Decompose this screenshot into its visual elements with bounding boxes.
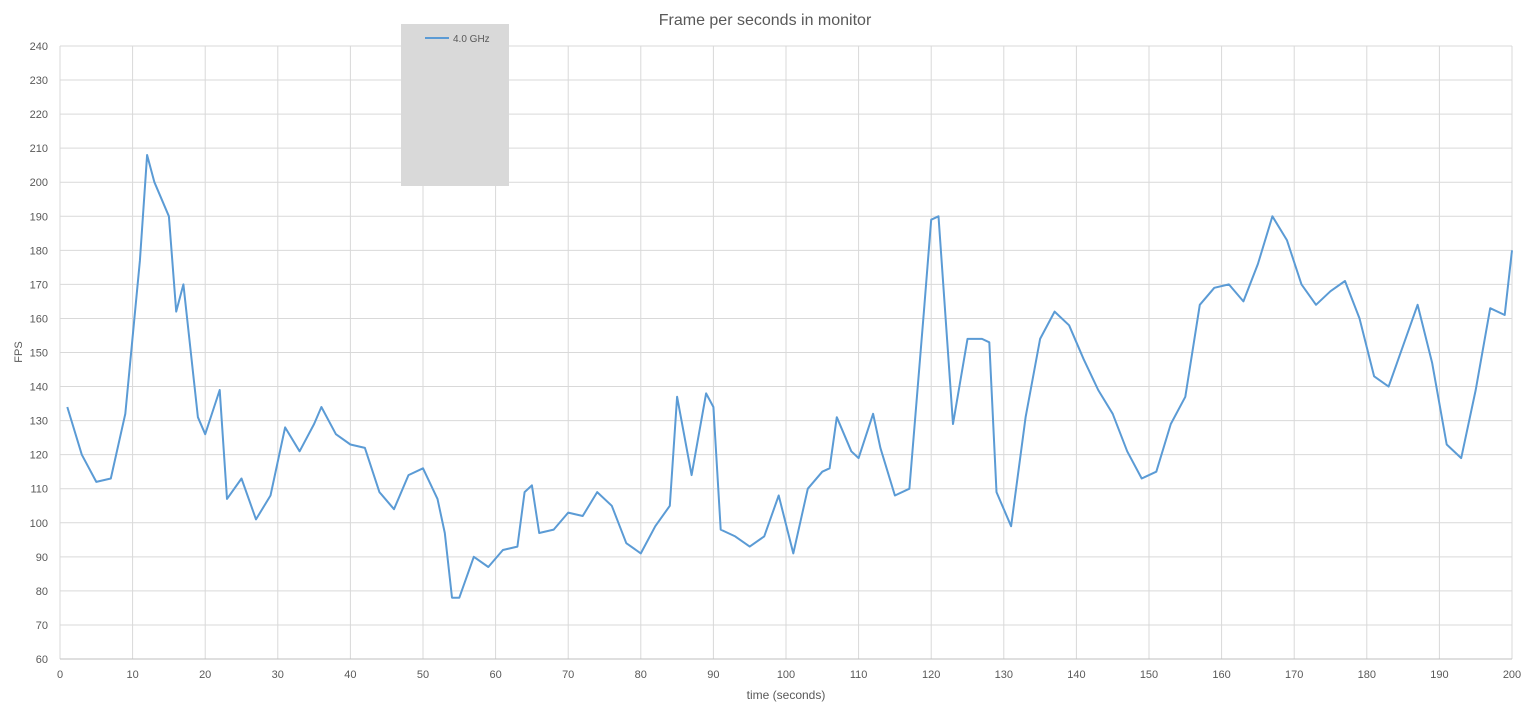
x-axis-title: time (seconds) xyxy=(747,688,826,702)
x-tick-label: 110 xyxy=(850,669,868,681)
y-tick-label: 190 xyxy=(30,211,48,223)
x-tick-label: 90 xyxy=(707,669,719,681)
x-tick-label: 150 xyxy=(1140,669,1158,681)
x-tick-label: 190 xyxy=(1430,669,1448,681)
x-tick-label: 20 xyxy=(199,669,211,681)
y-tick-label: 240 xyxy=(30,41,48,53)
y-tick-label: 230 xyxy=(30,75,48,87)
legend-label: 4.0 GHz xyxy=(453,34,490,45)
y-tick-label: 160 xyxy=(30,313,48,325)
x-tick-label: 30 xyxy=(272,669,284,681)
y-tick-label: 200 xyxy=(30,177,48,189)
series-line-4-0-ghz xyxy=(66,154,1513,599)
y-tick-label: 140 xyxy=(30,382,48,394)
y-tick-label: 80 xyxy=(36,586,48,598)
x-tick-label: 0 xyxy=(57,669,63,681)
y-tick-label: 110 xyxy=(30,484,48,496)
x-tick-label: 50 xyxy=(417,669,429,681)
x-tick-label: 80 xyxy=(635,669,647,681)
axes: 6070809010011012013014015016017018019020… xyxy=(30,41,1522,681)
y-tick-label: 180 xyxy=(30,245,48,257)
x-tick-label: 10 xyxy=(126,669,138,681)
x-tick-label: 70 xyxy=(562,669,574,681)
x-tick-label: 140 xyxy=(1067,669,1085,681)
y-tick-label: 90 xyxy=(36,552,48,564)
x-tick-label: 160 xyxy=(1212,669,1230,681)
legend: 4.0 GHz xyxy=(401,24,509,186)
x-tick-label: 200 xyxy=(1503,669,1521,681)
y-tick-label: 210 xyxy=(30,143,48,155)
legend-box xyxy=(401,24,509,186)
y-tick-label: 120 xyxy=(30,450,48,462)
chart-title: Frame per seconds in monitor xyxy=(659,12,872,29)
y-axis-title: FPS xyxy=(13,341,25,362)
y-tick-label: 100 xyxy=(30,518,48,530)
x-tick-label: 180 xyxy=(1358,669,1376,681)
y-tick-label: 130 xyxy=(30,416,48,428)
y-tick-label: 150 xyxy=(30,348,48,360)
x-tick-label: 120 xyxy=(922,669,940,681)
y-tick-label: 220 xyxy=(30,109,48,121)
x-tick-label: 40 xyxy=(344,669,356,681)
x-tick-label: 60 xyxy=(489,669,501,681)
gridlines xyxy=(59,45,1513,660)
x-tick-label: 130 xyxy=(995,669,1013,681)
x-tick-label: 100 xyxy=(777,669,795,681)
series-lines xyxy=(66,154,1513,599)
y-tick-label: 60 xyxy=(36,654,48,666)
y-tick-label: 170 xyxy=(30,279,48,291)
x-tick-label: 170 xyxy=(1285,669,1303,681)
y-tick-label: 70 xyxy=(36,620,48,632)
